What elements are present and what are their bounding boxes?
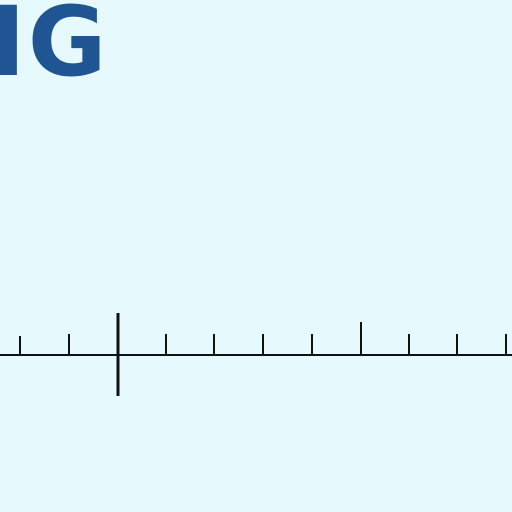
title-fragment-text: IG: [0, 0, 109, 98]
number-line-ticks: [19, 313, 507, 396]
